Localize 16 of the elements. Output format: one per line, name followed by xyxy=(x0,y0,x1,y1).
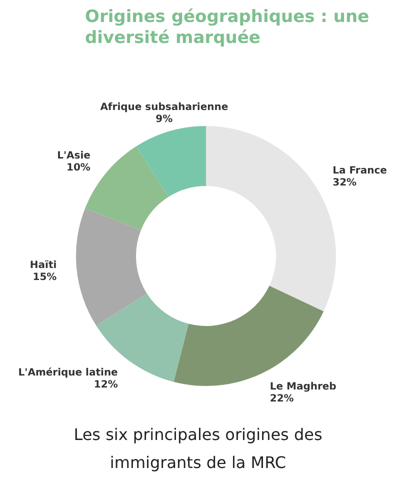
donut-slice xyxy=(136,126,206,197)
slice-label: Haïti xyxy=(30,260,57,272)
chart-title: Origines géographiques : une diversité marquée xyxy=(85,7,370,48)
data-label: 10% xyxy=(66,162,90,174)
slice-label: Le Maghreb xyxy=(270,382,336,393)
slice-label: L'Amérique latine xyxy=(18,367,118,378)
data-label: 15% xyxy=(32,272,57,284)
slice-label: La France xyxy=(332,166,388,177)
data-label: 9% xyxy=(156,114,173,125)
data-label: 22% xyxy=(270,394,294,405)
data-label: 32% xyxy=(332,178,357,189)
donut-slice xyxy=(76,208,147,326)
slice-label: Afrique subsaharienne xyxy=(100,102,228,113)
slice-label: L'Asie xyxy=(57,150,91,162)
text: Les six principales origines des immigrants de la MRC xyxy=(74,425,322,472)
data-label: 12% xyxy=(94,379,118,390)
